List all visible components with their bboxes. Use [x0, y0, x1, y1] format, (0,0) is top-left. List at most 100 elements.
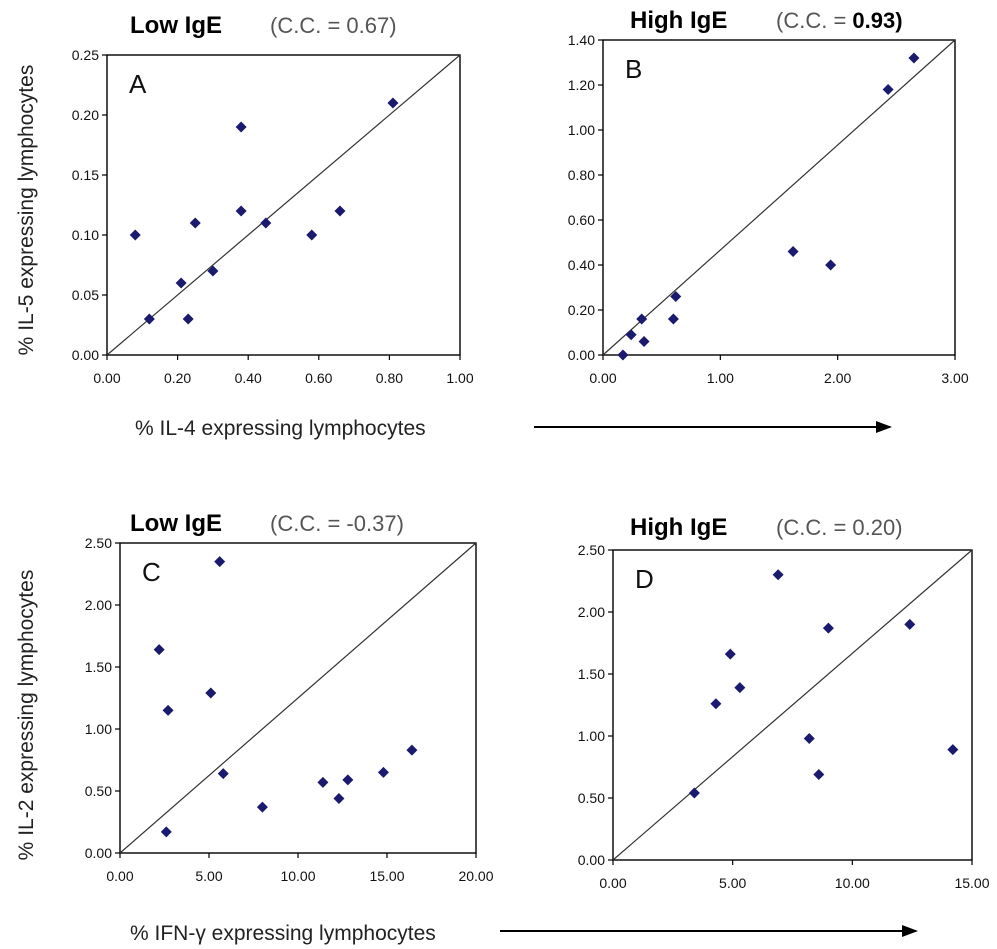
panel-d-diagonal-line — [612, 549, 973, 861]
panel-c-y-tick-label: 2.00 — [85, 597, 112, 613]
panel-d-data-point — [772, 569, 784, 581]
panel-b-plot-frame — [602, 39, 956, 356]
panel-d-y-tick-label: 2.50 — [578, 542, 605, 558]
x-axis-label-bottom: % IFN-γ expressing lymphocytes — [130, 922, 436, 945]
panel-b-data-point — [636, 313, 648, 325]
panel-c-x-tick-label: 15.00 — [369, 868, 404, 884]
panel-c-data-point — [342, 774, 354, 786]
panel-d-y-tick-label: 2.00 — [578, 604, 605, 620]
panel-d: High IgE (C.C. = 0.20) D 0.00 5.00 10.00 15.00… — [578, 514, 990, 891]
panel-a-x-tick-label: 0.60 — [305, 370, 332, 386]
panel-b-y-tick-label: 0.40 — [568, 257, 595, 273]
panel-c-y-tick-label: 0.50 — [85, 783, 112, 799]
panel-c-correlation: (C.C. = -0.37) — [270, 511, 404, 536]
panel-a-y-tick-label: 0.00 — [72, 347, 99, 363]
panel-b-letter: B — [625, 54, 642, 84]
y-axis-label-bottom: % IL-2 expressing lymphocytes — [15, 570, 38, 861]
panel-a-x-tick-label: 1.00 — [446, 370, 473, 386]
panel-b-diagonal-line — [602, 39, 956, 356]
panel-d-data-point — [813, 768, 825, 780]
panel-a-plot-frame — [106, 54, 461, 356]
panel-a-title: Low IgE — [130, 12, 222, 39]
panel-a-y-tick-label: 0.25 — [72, 47, 99, 63]
panel-b-y-tick-label: 0.80 — [568, 167, 595, 183]
panel-d-data-point — [734, 682, 746, 694]
panel-b-y-tick-label: 0.20 — [568, 302, 595, 318]
panel-c-data-point — [377, 766, 389, 778]
panel-b-data-point — [908, 52, 920, 64]
panel-d-data-point — [947, 744, 959, 756]
panel-c-data-point — [317, 776, 329, 788]
panel-d-correlation: (C.C. = 0.20) — [776, 515, 903, 540]
panel-b-x-tick-label: 0.00 — [589, 370, 616, 386]
panel-c-data-point — [214, 556, 226, 568]
panel-d-data-point — [904, 618, 916, 630]
panel-b-y-tick-label: 1.20 — [568, 77, 595, 93]
panel-c-y-tick-label: 2.50 — [85, 535, 112, 551]
panel-a-data-point — [235, 205, 247, 217]
panel-b-data-point — [670, 291, 682, 302]
panel-a-correlation: (C.C. = 0.67) — [270, 13, 397, 38]
panel-a-diagonal-line — [106, 54, 461, 356]
panel-a-data-point — [306, 229, 318, 241]
panel-d-y-tick-label: 1.50 — [578, 666, 605, 682]
panel-b-title: High IgE — [630, 7, 727, 34]
panel-c-x-tick-label: 10.00 — [280, 868, 315, 884]
panel-b-data-point — [625, 329, 637, 341]
panel-c-data-point — [406, 744, 418, 756]
y-axis-label-top: % IL-5 expressing lymphocytes — [15, 65, 38, 356]
panel-c-data-point — [205, 687, 217, 699]
panel-c-data-point — [333, 792, 345, 804]
panel-a-y-tick-label: 0.15 — [72, 167, 99, 183]
panel-d-data-point — [710, 698, 722, 710]
panel-d-title: High IgE — [630, 514, 727, 541]
panel-a-letter: A — [129, 69, 147, 99]
panel-a-x-tick-label: 0.40 — [235, 370, 262, 386]
panel-c: Low IgE (C.C. = -0.37) C 0.00 5.00 10.00 15.00… — [85, 510, 494, 884]
panel-b-y-tick-label: 0.60 — [568, 212, 595, 228]
panel-c-x-tick-label: 5.00 — [195, 868, 222, 884]
panel-d-data-point — [724, 648, 736, 660]
panel-c-x-tick-label: 20.00 — [458, 868, 493, 884]
panel-a-data-point — [129, 229, 141, 241]
panel-a-data-point — [334, 205, 346, 217]
panel-b-data-point — [825, 259, 837, 271]
panel-a-x-tick-label: 0.00 — [93, 370, 120, 386]
panel-c-data-point — [153, 644, 165, 656]
panel-a-data-point — [260, 217, 272, 229]
panel-c-x-tick-label: 0.00 — [106, 868, 133, 884]
panel-d-x-tick-label: 15.00 — [954, 875, 989, 891]
panel-c-diagonal-line — [119, 542, 477, 854]
panel-c-y-tick-label: 0.00 — [85, 845, 112, 861]
panel-c-data-point — [217, 768, 229, 780]
panel-d-data-point — [822, 622, 834, 634]
panel-b-x-tick-label: 3.00 — [941, 370, 968, 386]
panel-d-y-tick-label: 0.00 — [578, 852, 605, 868]
panel-c-data-point — [162, 704, 174, 716]
panel-b-data-point — [667, 313, 679, 325]
panel-d-y-tick-label: 1.00 — [578, 728, 605, 744]
panel-b-x-tick-label: 1.00 — [707, 370, 734, 386]
panel-a-data-point — [189, 217, 201, 229]
panel-d-letter: D — [635, 564, 654, 594]
panel-b-data-point — [638, 336, 650, 347]
panel-a-y-tick-label: 0.05 — [72, 287, 99, 303]
panel-a-data-point — [175, 277, 187, 289]
panel-a: Low IgE (C.C. = 0.67) A 0.00 0.20 0.40 0.60 0.8… — [72, 12, 474, 386]
panel-a-data-point — [143, 313, 155, 325]
panel-b-data-point — [617, 349, 629, 361]
panel-a-x-tick-label: 0.20 — [164, 370, 191, 386]
panel-d-x-tick-label: 5.00 — [719, 875, 746, 891]
panel-c-data-point — [256, 801, 268, 813]
panel-b-correlation: (C.C. = 0.93) — [776, 8, 903, 33]
panel-d-data-point — [803, 732, 815, 744]
panel-b-data-point — [882, 84, 894, 95]
x-axis-label-top: % IL-4 expressing lymphocytes — [135, 417, 426, 440]
panel-b-y-tick-label: 1.00 — [568, 122, 595, 138]
panel-b-x-tick-label: 2.00 — [824, 370, 851, 386]
panel-b-y-tick-label: 1.40 — [568, 32, 595, 48]
panel-d-plot-frame — [612, 549, 973, 861]
panel-b-data-point — [787, 246, 799, 257]
panel-d-x-tick-label: 0.00 — [599, 875, 626, 891]
